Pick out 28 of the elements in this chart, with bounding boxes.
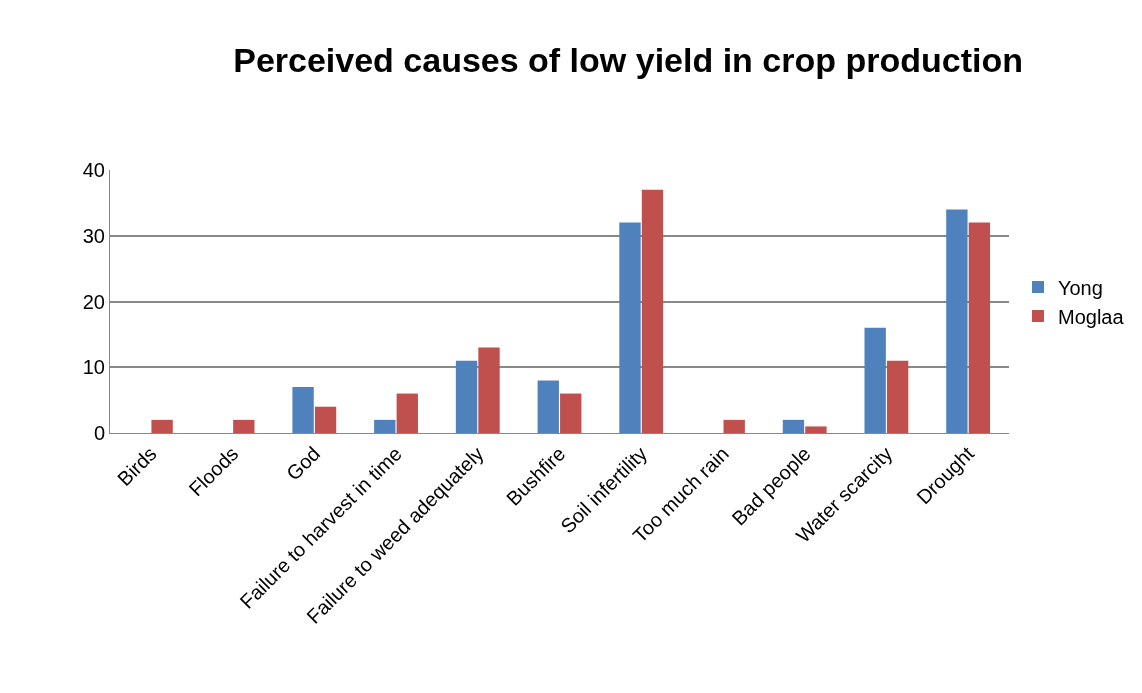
bar bbox=[233, 419, 255, 433]
bar bbox=[723, 419, 745, 433]
x-tick-label: God bbox=[281, 442, 325, 485]
bar bbox=[455, 360, 478, 433]
legend-label: Moglaa bbox=[1057, 305, 1125, 328]
y-tick-label: 30 bbox=[82, 224, 105, 247]
bar bbox=[560, 393, 582, 433]
bar bbox=[864, 327, 886, 433]
bar bbox=[946, 209, 968, 433]
chart-title: Perceived causes of low yield in crop production bbox=[233, 41, 1023, 80]
y-tick-label: 10 bbox=[82, 356, 105, 379]
bar bbox=[968, 222, 991, 433]
y-tick-label: 40 bbox=[82, 159, 105, 181]
bar bbox=[782, 419, 805, 433]
bar bbox=[805, 426, 827, 433]
legend-label: Yong bbox=[1057, 276, 1103, 299]
bar bbox=[314, 406, 337, 433]
bar bbox=[478, 347, 500, 433]
bar bbox=[886, 360, 909, 433]
y-tick-label: 0 bbox=[93, 422, 105, 444]
y-tick-label: 20 bbox=[82, 290, 105, 313]
bar bbox=[374, 419, 396, 433]
bar bbox=[537, 380, 559, 433]
bar bbox=[641, 189, 664, 433]
bar bbox=[151, 419, 173, 433]
bar bbox=[619, 222, 641, 433]
bar bbox=[292, 386, 314, 433]
bar bbox=[396, 393, 418, 433]
